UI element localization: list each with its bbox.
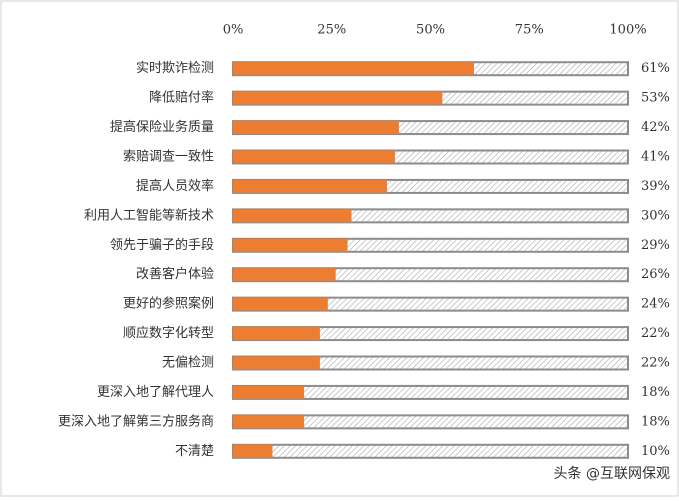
value-label: 41% — [641, 150, 670, 165]
value-label: 24% — [641, 297, 670, 312]
y-tick-label: 领先于骗子的手段 — [110, 237, 214, 253]
y-tick-label: 实时欺诈检测 — [136, 61, 214, 76]
y-tick-label: 不清楚 — [175, 444, 214, 459]
value-label: 30% — [641, 208, 670, 223]
bar — [233, 150, 395, 164]
y-tick-label: 利用人工智能等新技术 — [84, 207, 214, 223]
bar — [233, 91, 443, 105]
x-tick-label: 25% — [317, 23, 346, 38]
x-tick-label: 100% — [609, 23, 646, 38]
y-tick-label: 顺应数字化转型 — [123, 325, 214, 341]
bar — [233, 327, 320, 341]
bar — [233, 268, 336, 282]
bar — [233, 444, 273, 458]
y-tick-label: 提高人员效率 — [136, 178, 214, 194]
y-tick-label: 降低赔付率 — [149, 90, 214, 106]
bar — [233, 385, 305, 399]
y-tick-label: 无偏检测 — [162, 356, 214, 371]
value-label: 61% — [641, 61, 670, 76]
y-tick-label: 改善客户体验 — [136, 266, 214, 282]
bar — [233, 415, 305, 429]
bar — [233, 356, 320, 370]
y-tick-label: 更深入地了解第三方服务商 — [58, 413, 214, 429]
bar — [233, 238, 348, 252]
value-label: 26% — [641, 267, 670, 282]
bar — [233, 62, 474, 76]
value-label: 18% — [641, 414, 670, 429]
value-label: 29% — [641, 238, 670, 253]
x-tick-label: 50% — [416, 23, 445, 38]
value-label: 22% — [641, 356, 670, 371]
bar — [233, 179, 388, 193]
bar — [233, 297, 328, 311]
x-tick-label: 75% — [515, 23, 544, 38]
bar — [233, 121, 399, 135]
value-label: 53% — [641, 91, 670, 106]
watermark: 头条 @互联网保观 — [554, 465, 670, 482]
y-tick-label: 索赔调查一致性 — [123, 150, 214, 165]
value-label: 22% — [641, 326, 670, 341]
x-tick-label: 0% — [223, 23, 244, 38]
bar — [233, 209, 352, 223]
y-tick-label: 更深入地了解代理人 — [97, 385, 214, 400]
value-label: 10% — [641, 444, 670, 459]
value-label: 39% — [641, 179, 670, 194]
y-tick-label: 更好的参照案例 — [123, 296, 214, 312]
bar-track — [232, 443, 629, 459]
y-tick-label: 提高保险业务质量 — [110, 119, 214, 135]
value-label: 42% — [641, 120, 670, 135]
value-label: 18% — [641, 385, 670, 400]
